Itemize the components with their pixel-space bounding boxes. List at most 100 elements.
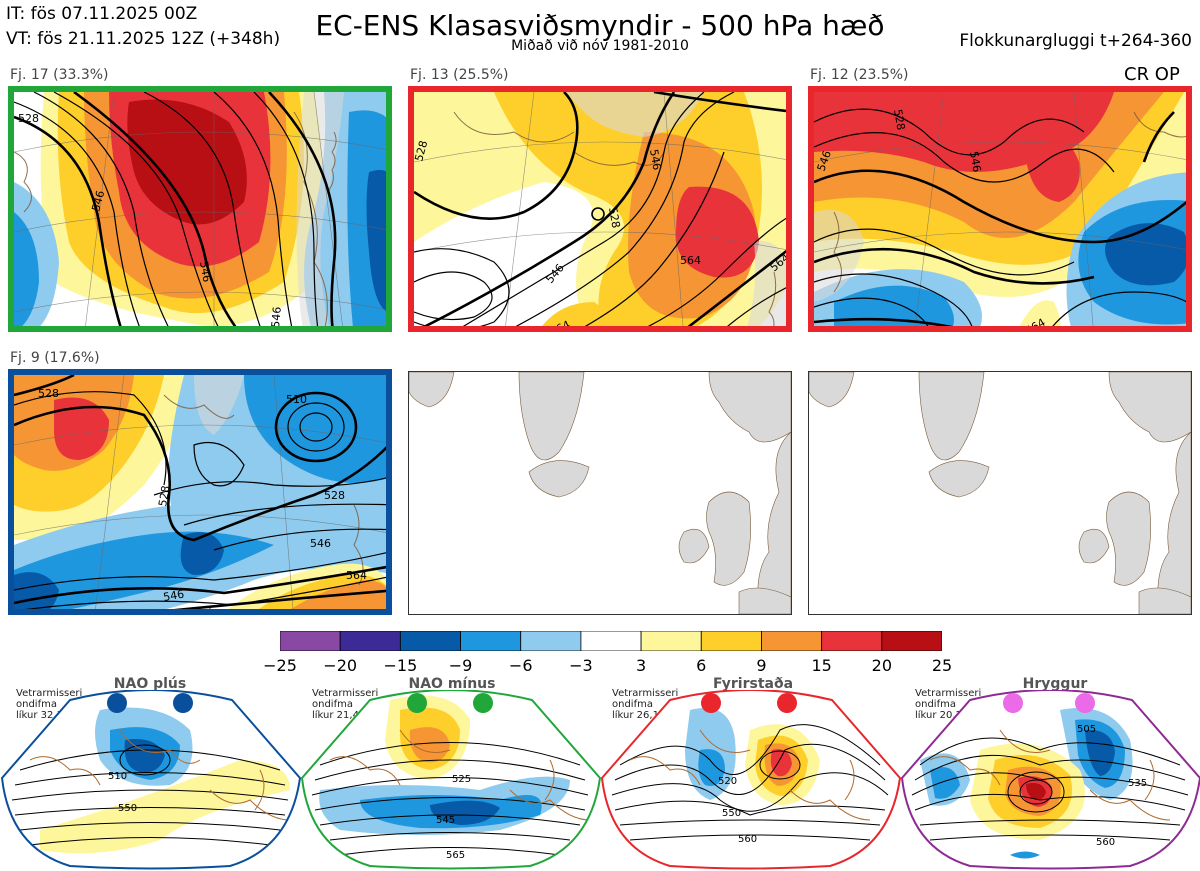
- regime-dot-blocking-left: [701, 693, 721, 713]
- classification-window: Flokkunargluggi t+264-360: [959, 31, 1192, 51]
- colorbar-tick-4: −9: [448, 656, 473, 675]
- panel-label-2: Fj. 13 (25.5%): [410, 67, 509, 83]
- regime-dot-nao-plus-left: [107, 693, 127, 713]
- panel-2-contour-label-2: 546: [647, 148, 663, 171]
- colorbar-tick-8: 6: [696, 656, 707, 675]
- colorbar-segment-3: [399, 630, 461, 652]
- ridge-contour-label-1: 505: [1077, 724, 1096, 735]
- colorbar-segment-10: [821, 630, 883, 652]
- ridge-contour-label-2: 535: [1128, 778, 1147, 789]
- colorbar-segment-9: [761, 630, 823, 652]
- panel-label-1: Fj. 17 (33.3%): [10, 67, 109, 83]
- colorbar: [279, 630, 943, 652]
- panel-4-red: [54, 397, 109, 460]
- ridge-contour-label-3: 560: [1096, 837, 1115, 848]
- regime-climo-nao-minus: Vetrarmisseri ondifma líkur 21,4%: [312, 688, 379, 721]
- panel-3-red-east: [1024, 130, 1080, 202]
- colorbar-tick-3: −15: [383, 656, 418, 675]
- regime-title-ridge: Hryggur: [1022, 676, 1088, 692]
- regime-title-nao-plus: NAO plús: [113, 676, 187, 692]
- panel-2-contour-label-3: 528: [606, 206, 622, 229]
- panel-3-dark-blue-east: [1105, 223, 1186, 286]
- regime-dot-ridge-left: [1003, 693, 1023, 713]
- panel-2-contour-label-7: 564: [548, 318, 573, 332]
- colorbar-segment-7: [640, 630, 702, 652]
- colorbar-segment-1: [279, 630, 341, 652]
- nao-minus-contour-label-3: 565: [446, 850, 465, 861]
- panel-1-land: [296, 92, 344, 326]
- cr-op-label: CR OP: [1124, 64, 1180, 85]
- panel-4-contour-label-1: 528: [38, 387, 59, 400]
- panel-3-contour-label-1: 528: [891, 108, 907, 131]
- panel-1-contour-label-1: 528: [18, 112, 39, 125]
- regime-map-nao-plus: 510 550: [0, 690, 302, 870]
- colorbar-tick-11: 20: [871, 656, 892, 675]
- regime-title-blocking: Fyrirstaða: [712, 676, 794, 692]
- panel-4-contour-label-2: 510: [286, 393, 307, 406]
- colorbar-tick-1: −25: [263, 656, 297, 675]
- regime-map-blocking: 520 550 560: [600, 690, 902, 870]
- panel-4-dark-blue-low: [180, 532, 224, 575]
- panel-4-contour-label-4: 528: [324, 489, 345, 502]
- colorbar-tick-12: 25: [931, 656, 953, 675]
- panel-4-land: [194, 375, 244, 435]
- panel-2-contour-label-1: 528: [414, 139, 430, 163]
- panel-4-contour-label-3: 528: [156, 485, 172, 508]
- nao-plus-contour-label-1: 510: [108, 771, 127, 782]
- panel-2-contour-label-5: 564: [680, 254, 701, 267]
- panel-4-contour-label-6: 564: [346, 569, 367, 582]
- panel-4-contour-label-8: 564: [191, 606, 215, 615]
- cluster-panel-4: 528 510 528 528 546 564 546 564: [8, 369, 392, 615]
- panel-1-contour-label-3: 546: [197, 260, 213, 283]
- panel-4-contour-label-5: 546: [310, 537, 331, 550]
- regime-dot-nao-plus-right: [173, 693, 193, 713]
- panel-1-contour-label-4: 546: [269, 306, 284, 328]
- panel-2-land-north: [564, 92, 704, 137]
- nao-plus-contour-label-2: 550: [118, 803, 137, 814]
- blocking-contour-label-2: 550: [722, 808, 741, 819]
- colorbar-segment-5: [520, 630, 582, 652]
- regime-dot-blocking-right: [777, 693, 797, 713]
- panel-3-contour-label-3: 546: [967, 150, 983, 173]
- regime-map-ridge: 505 535 560: [900, 690, 1200, 870]
- panel-3-land: [814, 210, 864, 302]
- regime-map-nao-minus: 525 545 565: [300, 690, 602, 870]
- cluster-panel-2: 528 546 528 546 564 564 564: [408, 86, 792, 332]
- page-subtitle: Miðað við nóv 1981-2010: [511, 38, 689, 54]
- panel-3-blue-south: [834, 285, 954, 326]
- panel-1-dark-red: [127, 99, 247, 225]
- empty-panel-6: [808, 371, 1192, 615]
- panel-4-blue-north: [244, 375, 386, 483]
- regime-dot-nao-minus-left: [407, 693, 427, 713]
- blocking-contour-label-1: 520: [718, 776, 737, 787]
- colorbar-tick-9: 9: [756, 656, 767, 675]
- colorbar-segment-4: [460, 630, 522, 652]
- panel-2-red: [675, 186, 759, 278]
- panel-label-3: Fj. 12 (23.5%): [810, 67, 909, 83]
- cluster-panel-1: 528 546 546 546: [8, 86, 392, 332]
- nao-minus-contour-label-1: 525: [452, 774, 471, 785]
- colorbar-tick-10: 15: [811, 656, 832, 675]
- colorbar-tick-2: −20: [323, 656, 358, 675]
- regime-climo-blocking: Vetrarmisseri ondifma líkur 26,1%: [612, 688, 679, 721]
- colorbar-tick-5: −6: [508, 656, 533, 675]
- panel-3-contour-label-4: 564: [1023, 316, 1048, 332]
- panel-1-blue-west: [14, 212, 39, 326]
- cluster-panel-3: 528 546 546 564: [808, 86, 1192, 332]
- colorbar-tick-6: −3: [569, 656, 593, 675]
- colorbar-segment-8: [700, 630, 762, 652]
- empty-panel-5: [408, 371, 792, 615]
- valid-time: VT: fös 21.11.2025 12Z (+348h): [6, 29, 281, 49]
- panel-1-contour-label-2: 546: [89, 189, 107, 213]
- colorbar-segment-6: [580, 630, 642, 652]
- colorbar-segment-2: [339, 630, 401, 652]
- regime-dot-ridge-right: [1075, 693, 1095, 713]
- regime-title-nao-minus: NAO mínus: [408, 676, 496, 692]
- panel-1-dark-blue-east: [366, 170, 386, 312]
- panel-3-pale-yellow-south: [1019, 300, 1061, 326]
- regime-dot-nao-minus-right: [473, 693, 493, 713]
- panel-4-contour-label-7: 546: [162, 588, 185, 604]
- page-title: EC-ENS Klasasviðsmyndir - 500 hPa hæð: [315, 9, 885, 42]
- init-time: IT: fös 07.11.2025 00Z: [6, 4, 198, 24]
- nao-minus-contour-label-2: 545: [436, 815, 455, 826]
